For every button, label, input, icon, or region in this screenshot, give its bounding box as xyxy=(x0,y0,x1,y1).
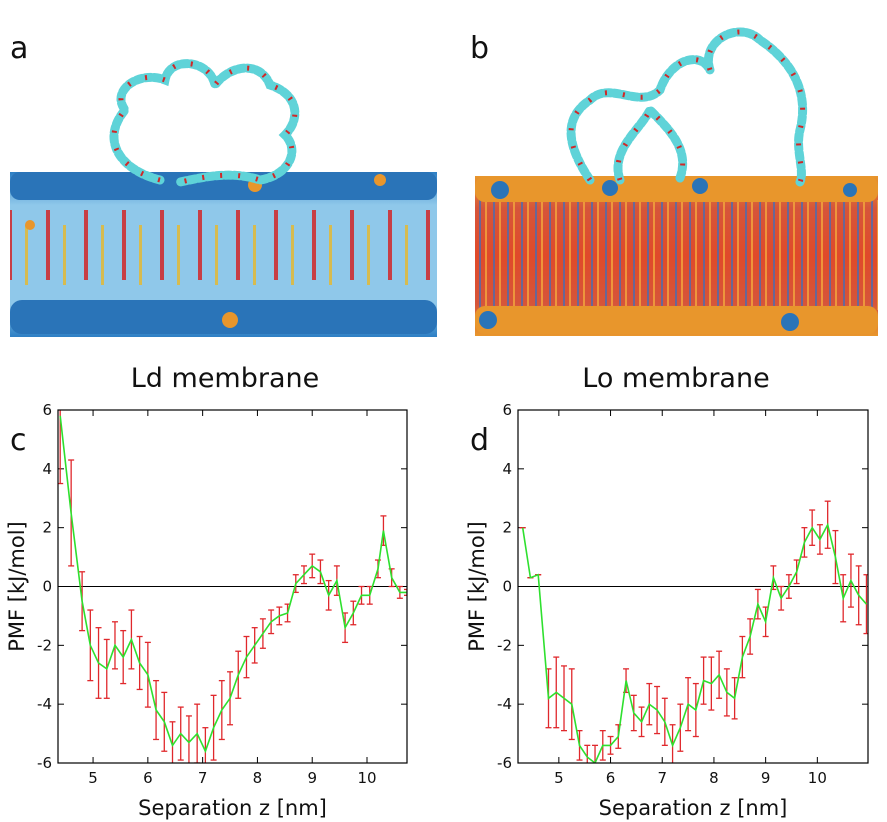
x-tick-label: 10 xyxy=(808,769,827,787)
panel-label: d xyxy=(470,423,489,458)
x-tick-label: 7 xyxy=(657,769,667,787)
image-caption: Ld membrane xyxy=(131,363,320,394)
y-tick-label: -6 xyxy=(37,754,52,772)
y-tick-label: 0 xyxy=(502,578,512,596)
x-axis-label: Separation z [nm] xyxy=(599,796,788,820)
y-tick-label: 6 xyxy=(502,401,512,419)
x-tick-label: 8 xyxy=(709,769,719,787)
membrane-image-a xyxy=(10,59,437,337)
plot-frame xyxy=(517,409,869,764)
y-tick-label: 4 xyxy=(502,460,512,478)
image-caption: Lo membrane xyxy=(582,363,769,394)
x-tick-label: 10 xyxy=(357,769,376,787)
y-axis-label: PMF [kJ/mol] xyxy=(465,521,489,652)
x-tick-label: 8 xyxy=(253,769,263,787)
y-tick-label: 2 xyxy=(502,519,512,537)
y-tick-label: -4 xyxy=(37,695,52,713)
x-tick-label: 5 xyxy=(554,769,564,787)
plot-area xyxy=(519,500,868,763)
pmf-line xyxy=(59,415,407,754)
y-tick-label: -6 xyxy=(497,754,512,772)
x-tick-label: 9 xyxy=(761,769,771,787)
y-tick-label: 0 xyxy=(42,578,52,596)
x-tick-label: 6 xyxy=(606,769,616,787)
x-tick-label: 9 xyxy=(307,769,317,787)
x-tick-label: 6 xyxy=(143,769,153,787)
panel-label: c xyxy=(10,423,27,458)
x-axis-label: Separation z [nm] xyxy=(138,796,327,820)
membrane-image-b xyxy=(475,27,878,336)
y-tick-label: 2 xyxy=(42,519,52,537)
x-tick-label: 5 xyxy=(88,769,98,787)
plot-frame xyxy=(57,409,408,764)
panel-label: b xyxy=(470,31,489,66)
x-tick-label: 7 xyxy=(198,769,208,787)
y-axis-label: PMF [kJ/mol] xyxy=(5,521,29,652)
y-tick-label: -2 xyxy=(37,636,52,654)
y-tick-label: 6 xyxy=(42,401,52,419)
plot-area xyxy=(58,410,407,763)
y-tick-label: -2 xyxy=(497,636,512,654)
panel-label: a xyxy=(10,31,28,66)
pmf-line xyxy=(521,522,868,763)
y-tick-label: 4 xyxy=(42,460,52,478)
y-tick-label: -4 xyxy=(497,695,512,713)
